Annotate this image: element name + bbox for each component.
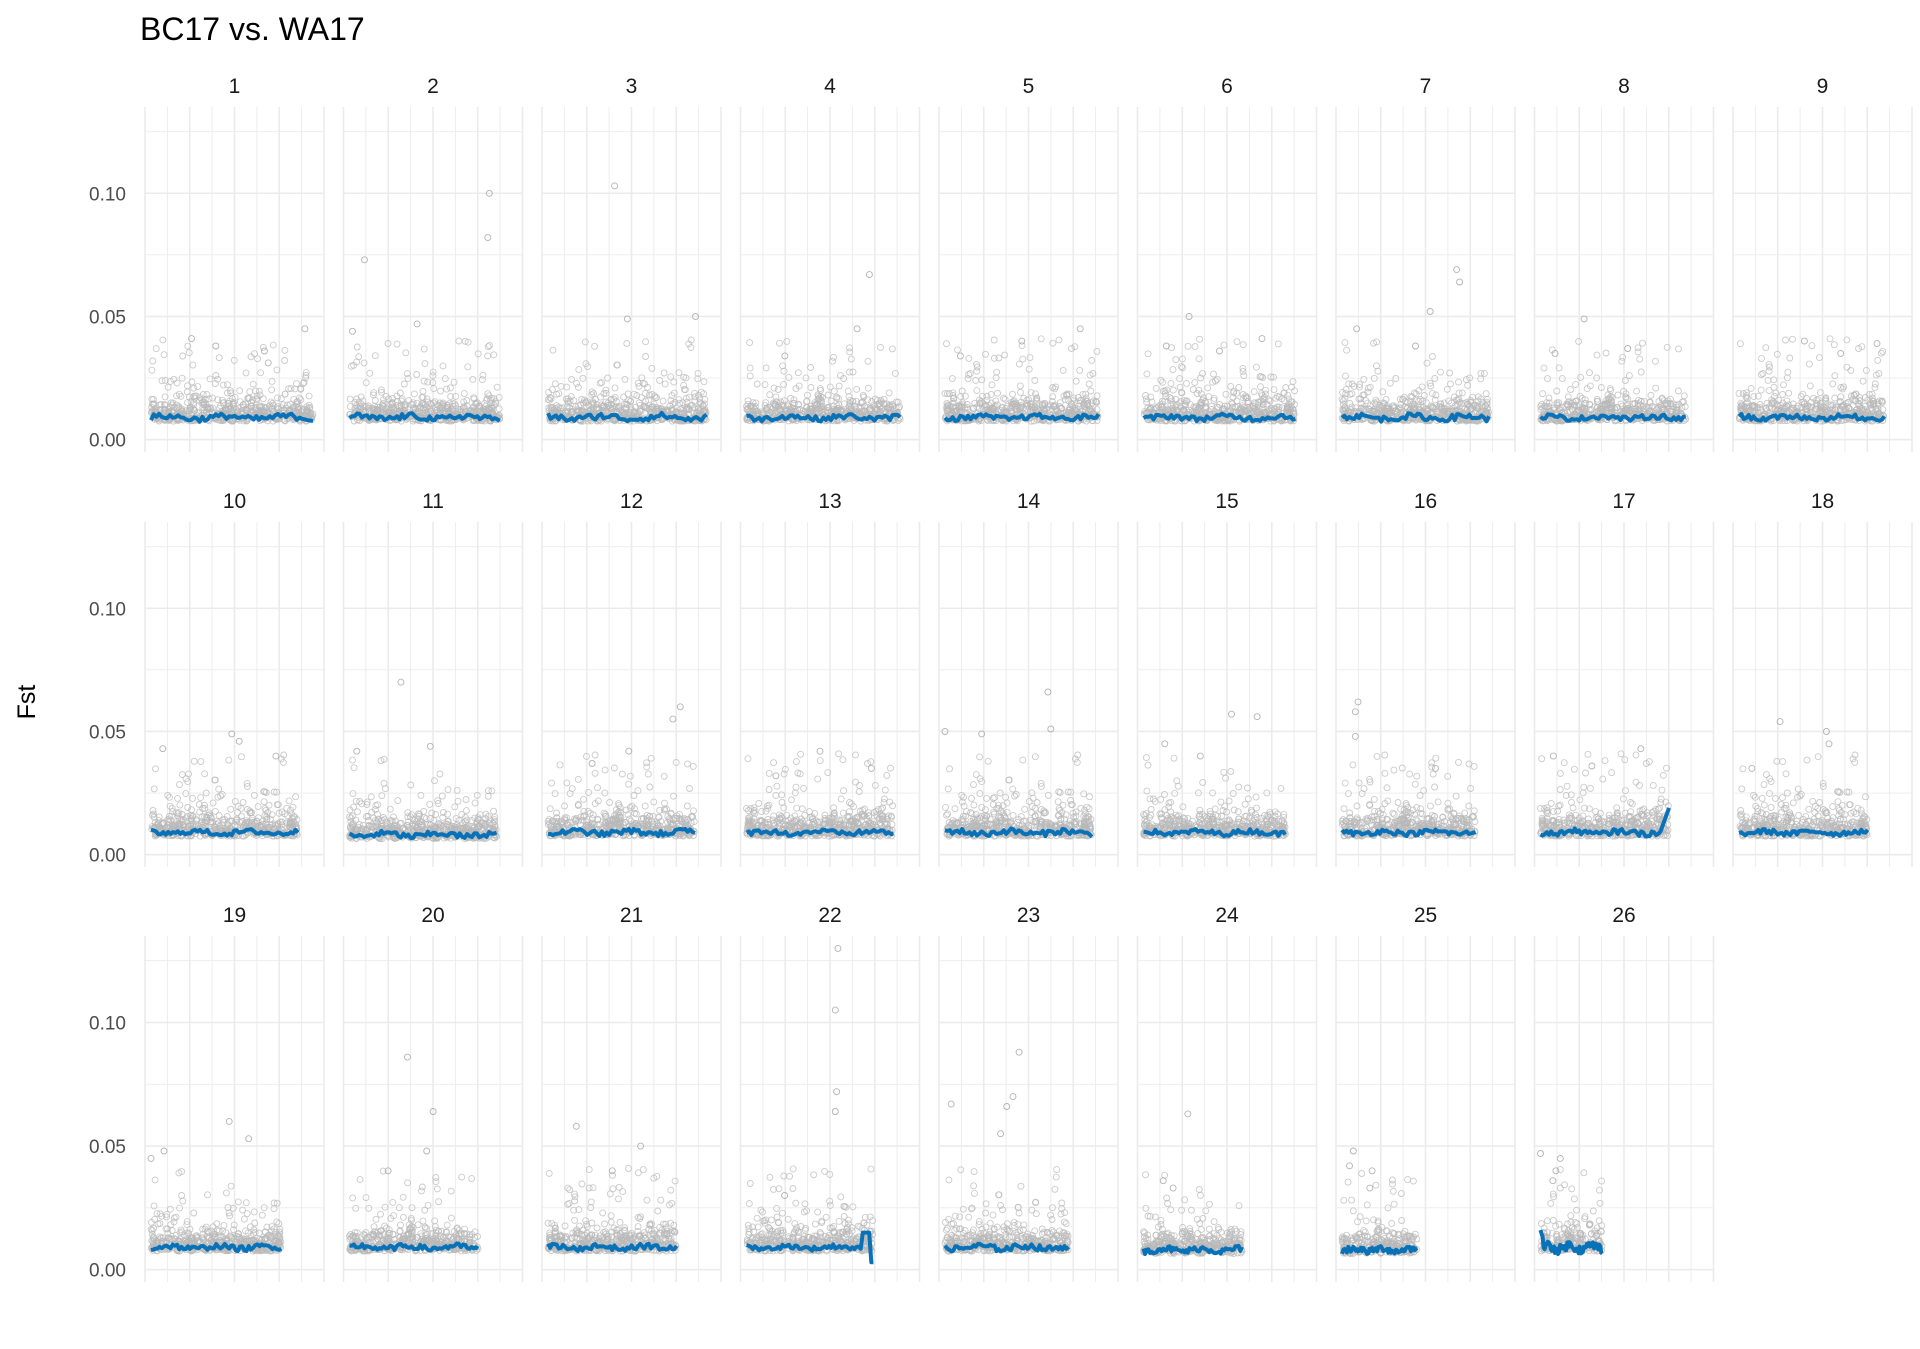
facet-strip-label: 22 xyxy=(818,904,841,927)
facet-strip-label: 6 xyxy=(1221,75,1233,98)
facet-strip-label: 15 xyxy=(1215,490,1238,513)
facet-strip-label: 7 xyxy=(1420,75,1432,98)
facet-strip-label: 26 xyxy=(1612,904,1635,927)
facet-strip-label: 25 xyxy=(1414,904,1437,927)
facet-strip-label: 23 xyxy=(1017,904,1040,927)
facet-strip-label: 17 xyxy=(1612,490,1635,513)
y-tick-label: 0.00 xyxy=(89,846,126,867)
facet-strip-label: 3 xyxy=(626,75,638,98)
facet-strip-label: 13 xyxy=(818,490,841,513)
y-tick-label: 0.00 xyxy=(89,1261,126,1282)
facet-strip-label: 24 xyxy=(1215,904,1239,927)
chart-title: BC17 vs. WA17 xyxy=(140,11,365,47)
facet-strip-label: 12 xyxy=(620,490,643,513)
y-tick-label: 0.05 xyxy=(89,1137,126,1158)
facet-strip-label: 14 xyxy=(1017,490,1041,513)
facet-strip-label: 10 xyxy=(223,490,246,513)
facet-strip-label: 16 xyxy=(1414,490,1437,513)
facet-strip-label: 11 xyxy=(422,490,444,513)
y-tick-label: 0.00 xyxy=(89,431,126,452)
facet-strip-label: 8 xyxy=(1618,75,1630,98)
facet-strip-label: 2 xyxy=(427,75,439,98)
facet-strip-label: 4 xyxy=(824,75,836,98)
facet-strip-label: 1 xyxy=(229,75,241,98)
y-axis-label: Fst xyxy=(13,685,41,720)
y-tick-label: 0.05 xyxy=(89,307,126,328)
y-tick-label: 0.10 xyxy=(89,1014,126,1035)
y-tick-label: 0.10 xyxy=(89,184,126,205)
y-tick-label: 0.05 xyxy=(89,722,126,743)
facet-strip-label: 9 xyxy=(1817,75,1829,98)
y-tick-label: 0.10 xyxy=(89,599,126,620)
facet-strip-label: 18 xyxy=(1811,490,1834,513)
facet-strip-label: 5 xyxy=(1023,75,1035,98)
facet-strip-label: 20 xyxy=(421,904,444,927)
facet-strip-label: 21 xyxy=(620,904,643,927)
facet-strip-label: 19 xyxy=(223,904,246,927)
